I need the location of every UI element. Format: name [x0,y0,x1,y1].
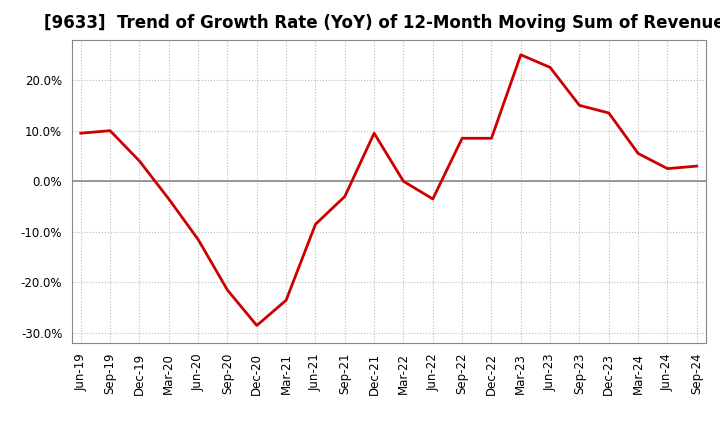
Title: [9633]  Trend of Growth Rate (YoY) of 12-Month Moving Sum of Revenues: [9633] Trend of Growth Rate (YoY) of 12-… [43,15,720,33]
